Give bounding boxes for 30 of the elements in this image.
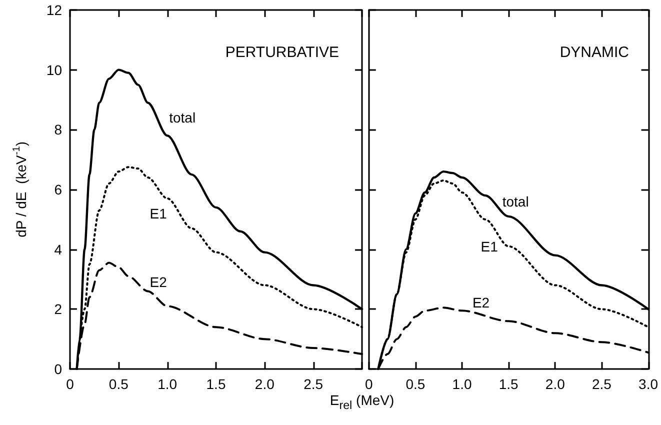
x-tick-label: 0: [364, 376, 373, 392]
x-tick-label: 1.0: [158, 376, 178, 392]
series-label: E2: [472, 294, 490, 311]
x-tick-label: 2.5: [304, 376, 324, 392]
x-tick-label: 1.5: [498, 376, 519, 392]
x-tick-label: 2.0: [545, 376, 566, 392]
y-tick-label: 10: [46, 62, 62, 78]
x-tick-label: 2.5: [592, 376, 612, 392]
x-tick-label: 0: [66, 376, 74, 392]
y-axis-title: dP / dE (keV-1): [12, 141, 29, 238]
x-tick-label: 1.5: [206, 376, 226, 392]
x-tick-label: 2.0: [254, 376, 275, 392]
y-tick-label: 6: [54, 182, 62, 198]
series-label: E1: [150, 205, 168, 222]
series-label: total: [169, 110, 196, 126]
x-tick-label: 3.0: [638, 376, 658, 392]
y-tick-label: 2: [54, 301, 62, 318]
series-label: E2: [150, 274, 168, 290]
y-tick-label: 12: [46, 2, 62, 18]
text: PERTURBATIVE: [225, 44, 340, 61]
x-axis-title: E$_{rel}$ (MeV): [328, 392, 396, 412]
series-label: total: [502, 193, 529, 210]
y-tick-label: 4: [54, 241, 62, 258]
x-tick-label: 1.0: [452, 376, 472, 392]
series-label: E1: [480, 238, 498, 254]
y-tick-label: 8: [54, 122, 62, 138]
y-tick-label: 0: [54, 361, 62, 377]
text: DYNAMIC: [560, 44, 630, 61]
x-tick-label: 0.5: [406, 376, 426, 392]
x-tick-label: 0.5: [108, 376, 129, 392]
